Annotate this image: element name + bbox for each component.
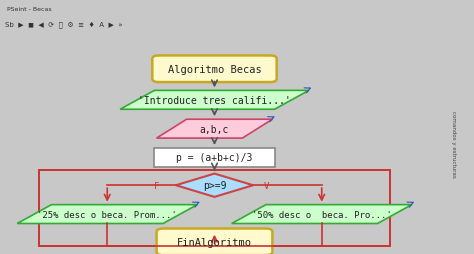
Polygon shape [17,205,197,224]
Text: '50% desc o  beca. Pro...': '50% desc o beca. Pro...' [252,210,392,219]
Text: Sb  ▶  ◼  ◀  ⟳  ⌕  ⚙  ≡  ♦  A  ▶  »: Sb ▶ ◼ ◀ ⟳ ⌕ ⚙ ≡ ♦ A ▶ » [5,21,122,28]
FancyBboxPatch shape [155,149,274,167]
Text: p = (a+b+c)/3: p = (a+b+c)/3 [176,153,253,163]
Text: 'Introduce tres califi...': 'Introduce tres califi...' [138,96,291,105]
Text: F: F [154,181,159,190]
Text: PSeint - Becas: PSeint - Becas [7,7,52,12]
Polygon shape [176,174,253,197]
Text: '25% desc o beca. Prom...': '25% desc o beca. Prom...' [37,210,177,219]
Text: a,b,c: a,b,c [200,124,229,134]
Text: V: V [263,181,269,190]
Text: Algoritmo Becas: Algoritmo Becas [168,65,261,74]
FancyBboxPatch shape [152,56,277,83]
Text: p>=9: p>=9 [203,181,226,190]
Polygon shape [232,205,412,224]
Text: FinAlgoritmo: FinAlgoritmo [177,237,252,247]
Polygon shape [120,91,309,110]
Polygon shape [156,120,273,138]
Text: comandos y estructuras: comandos y estructuras [451,110,456,177]
FancyBboxPatch shape [156,229,273,254]
